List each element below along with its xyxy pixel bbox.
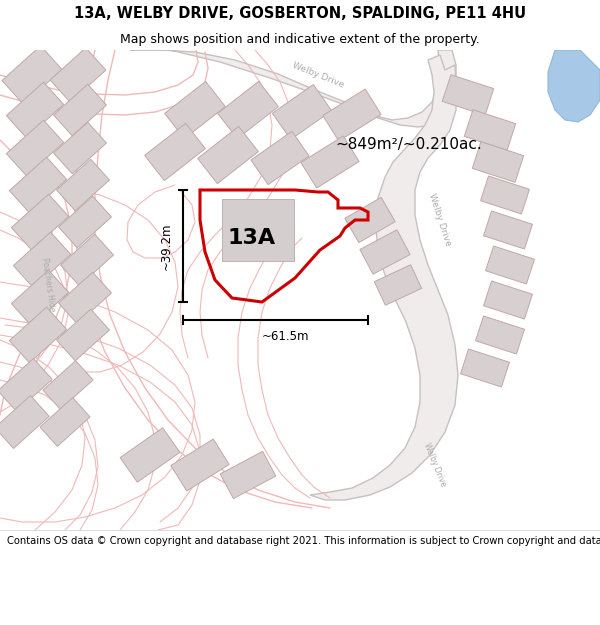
Polygon shape xyxy=(50,48,106,102)
Polygon shape xyxy=(461,349,509,387)
Text: Welby Drive: Welby Drive xyxy=(427,192,453,248)
Polygon shape xyxy=(251,131,309,184)
Polygon shape xyxy=(53,122,106,174)
Polygon shape xyxy=(485,246,535,284)
Polygon shape xyxy=(272,84,332,139)
Text: 13A: 13A xyxy=(228,228,276,248)
Polygon shape xyxy=(2,46,62,104)
Polygon shape xyxy=(59,272,112,324)
Polygon shape xyxy=(220,451,276,499)
Polygon shape xyxy=(222,199,294,261)
Polygon shape xyxy=(53,84,106,136)
Text: ~61.5m: ~61.5m xyxy=(262,329,309,342)
Text: Welby Drive: Welby Drive xyxy=(291,61,345,89)
Polygon shape xyxy=(56,159,109,211)
Polygon shape xyxy=(40,398,90,446)
Polygon shape xyxy=(197,126,259,184)
Polygon shape xyxy=(10,307,67,363)
Text: Contains OS data © Crown copyright and database right 2021. This information is : Contains OS data © Crown copyright and d… xyxy=(7,536,600,546)
Polygon shape xyxy=(164,81,226,139)
Polygon shape xyxy=(310,55,458,500)
Polygon shape xyxy=(61,234,113,286)
Polygon shape xyxy=(360,230,410,274)
Polygon shape xyxy=(11,194,68,250)
Polygon shape xyxy=(481,176,529,214)
Text: 13A, WELBY DRIVE, GOSBERTON, SPALDING, PE11 4HU: 13A, WELBY DRIVE, GOSBERTON, SPALDING, P… xyxy=(74,6,526,21)
Text: Welby Drive: Welby Drive xyxy=(422,442,448,488)
Polygon shape xyxy=(10,157,67,213)
Polygon shape xyxy=(120,428,180,483)
Text: ~39.2m: ~39.2m xyxy=(160,222,173,270)
Polygon shape xyxy=(7,82,64,138)
Polygon shape xyxy=(145,123,205,181)
Polygon shape xyxy=(301,136,359,188)
Polygon shape xyxy=(218,81,278,139)
Text: Poachers Hide: Poachers Hide xyxy=(40,258,56,312)
Polygon shape xyxy=(13,232,71,288)
Polygon shape xyxy=(59,196,112,248)
Polygon shape xyxy=(442,75,494,115)
Polygon shape xyxy=(56,309,109,361)
Polygon shape xyxy=(476,316,524,354)
Text: Map shows position and indicative extent of the property.: Map shows position and indicative extent… xyxy=(120,34,480,46)
Polygon shape xyxy=(484,211,532,249)
Polygon shape xyxy=(374,265,422,305)
Polygon shape xyxy=(43,361,93,409)
Polygon shape xyxy=(0,396,49,449)
Polygon shape xyxy=(130,50,456,127)
Polygon shape xyxy=(0,359,52,411)
Polygon shape xyxy=(323,89,381,141)
Polygon shape xyxy=(171,439,229,491)
Text: ~849m²/~0.210ac.: ~849m²/~0.210ac. xyxy=(335,138,482,152)
Polygon shape xyxy=(464,110,516,150)
Polygon shape xyxy=(548,50,600,122)
Polygon shape xyxy=(11,270,68,326)
Polygon shape xyxy=(484,281,532,319)
Polygon shape xyxy=(472,142,524,182)
Polygon shape xyxy=(345,198,395,242)
Polygon shape xyxy=(7,120,64,176)
